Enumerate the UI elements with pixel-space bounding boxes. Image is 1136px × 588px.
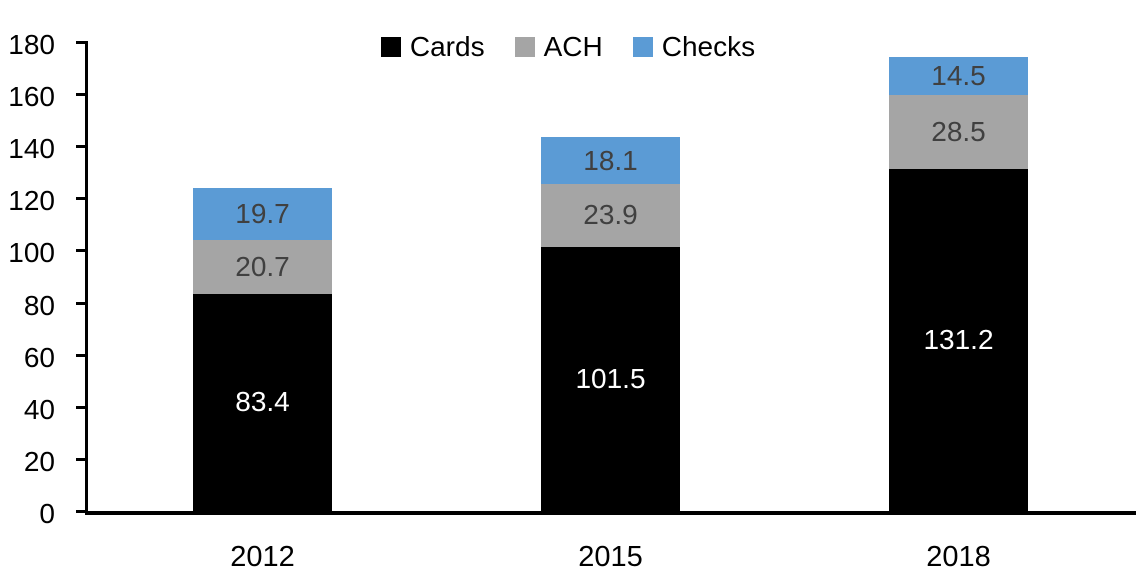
legend-item-cards: Cards	[380, 31, 485, 62]
y-axis-tick-mark	[76, 197, 88, 201]
y-axis-tick-label: 40	[23, 393, 55, 425]
bar-value-label: 14.5	[931, 59, 986, 91]
x-axis-tick-label: 2012	[230, 541, 295, 573]
y-axis-tick-mark	[76, 510, 88, 513]
y-axis-tick-mark	[76, 457, 88, 461]
bar-value-label: 28.5	[931, 116, 986, 148]
bar-segment-2015-checks: 18.1	[541, 137, 680, 185]
y-axis-tick-mark	[76, 405, 88, 409]
legend-label: Checks	[661, 31, 756, 62]
y-axis-tick-label: 180	[8, 29, 55, 60]
x-axis-tick-label: 2015	[578, 541, 643, 573]
legend-label: ACH	[543, 31, 603, 62]
y-axis-line	[85, 42, 88, 515]
y-axis-tick-label: 60	[23, 341, 55, 373]
legend-label: Cards	[409, 31, 485, 62]
x-axis-tick-label: 2018	[926, 541, 991, 573]
bar-value-label: 23.9	[583, 199, 638, 231]
x-axis-line	[85, 511, 1136, 515]
y-axis-tick-mark	[76, 249, 88, 253]
chart-legend: Cards ACH Checks	[0, 33, 1136, 61]
y-axis-tick-mark	[76, 93, 88, 97]
bar-value-label: 19.7	[235, 198, 290, 230]
y-axis-tick-label: 160	[8, 81, 55, 113]
legend-swatch-cards	[380, 37, 401, 57]
y-axis-tick-mark	[76, 41, 88, 44]
y-axis-tick-label: 140	[8, 133, 55, 165]
legend-item-checks: Checks	[632, 31, 756, 62]
y-axis-tick-label: 20	[23, 445, 55, 477]
bar-value-label: 20.7	[235, 250, 290, 282]
y-axis-tick-label: 120	[8, 185, 55, 217]
y-axis-tick-mark	[76, 301, 88, 305]
y-axis-tick-label: 100	[8, 237, 55, 269]
bar-segment-2018-cards: 131.2	[889, 169, 1028, 511]
bar-value-label: 83.4	[235, 386, 290, 418]
bar-value-label: 101.5	[575, 362, 646, 394]
y-axis-tick-mark	[76, 145, 88, 149]
legend-item-ach: ACH	[514, 31, 603, 62]
bar-segment-2015-cards: 101.5	[541, 246, 680, 511]
y-axis-tick-label: 0	[39, 498, 55, 529]
y-axis-tick-label: 80	[23, 289, 55, 321]
bar-segment-2018-ach: 28.5	[889, 94, 1028, 170]
bar-segment-2018-checks: 14.5	[889, 57, 1028, 95]
bar-segment-2012-checks: 19.7	[193, 188, 332, 240]
bar-segment-2012-cards: 83.4	[193, 293, 332, 511]
bar-segment-2015-ach: 23.9	[541, 184, 680, 247]
bar-segment-2012-ach: 20.7	[193, 239, 332, 294]
legend-swatch-checks	[632, 37, 653, 57]
bar-value-label: 18.1	[583, 144, 638, 176]
y-axis-tick-mark	[76, 353, 88, 357]
legend-swatch-ach	[514, 37, 535, 57]
bar-value-label: 131.2	[923, 324, 994, 356]
